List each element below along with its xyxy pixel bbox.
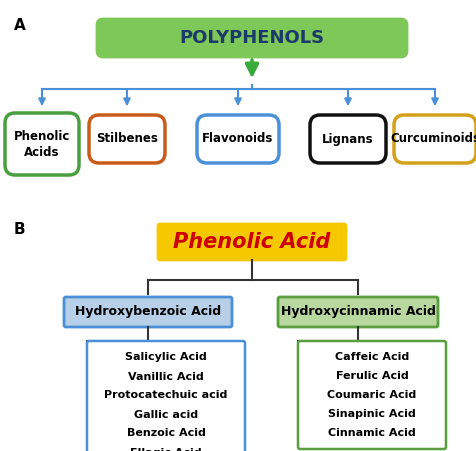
FancyBboxPatch shape xyxy=(278,297,437,327)
Text: Salicylic Acid: Salicylic Acid xyxy=(125,353,207,363)
Text: Ferulic Acid: Ferulic Acid xyxy=(335,371,407,381)
Text: Hydroxybenzoic Acid: Hydroxybenzoic Acid xyxy=(75,305,220,318)
Text: Protocatechuic acid: Protocatechuic acid xyxy=(104,391,227,400)
Text: Gallic acid: Gallic acid xyxy=(134,410,198,419)
FancyBboxPatch shape xyxy=(197,115,278,163)
FancyBboxPatch shape xyxy=(309,115,385,163)
Text: B: B xyxy=(14,222,26,237)
FancyBboxPatch shape xyxy=(5,113,79,175)
Text: POLYPHENOLS: POLYPHENOLS xyxy=(179,29,324,47)
FancyBboxPatch shape xyxy=(97,19,406,57)
Text: A: A xyxy=(14,18,26,33)
Text: Ellagic Acid: Ellagic Acid xyxy=(130,447,201,451)
Text: Vanillic Acid: Vanillic Acid xyxy=(128,372,203,382)
Text: Flavonoids: Flavonoids xyxy=(202,133,273,146)
FancyBboxPatch shape xyxy=(158,224,345,260)
FancyBboxPatch shape xyxy=(89,115,165,163)
Text: Coumaric Acid: Coumaric Acid xyxy=(327,390,416,400)
FancyBboxPatch shape xyxy=(64,297,231,327)
Text: Lignans: Lignans xyxy=(321,133,373,146)
Text: Caffeic Acid: Caffeic Acid xyxy=(334,352,408,362)
Text: Phenolic Acid: Phenolic Acid xyxy=(173,232,330,252)
FancyBboxPatch shape xyxy=(298,341,445,449)
FancyBboxPatch shape xyxy=(393,115,475,163)
Text: Curcuminoids: Curcuminoids xyxy=(389,133,476,146)
Text: Cinnamic Acid: Cinnamic Acid xyxy=(327,428,415,438)
Text: Phenolic
Acids: Phenolic Acids xyxy=(14,129,70,158)
Text: Hydroxycinnamic Acid: Hydroxycinnamic Acid xyxy=(280,305,435,318)
Text: Benzoic Acid: Benzoic Acid xyxy=(126,428,205,438)
Text: Stilbenes: Stilbenes xyxy=(96,133,158,146)
Text: Sinapinic Acid: Sinapinic Acid xyxy=(327,409,415,419)
FancyBboxPatch shape xyxy=(87,341,245,451)
